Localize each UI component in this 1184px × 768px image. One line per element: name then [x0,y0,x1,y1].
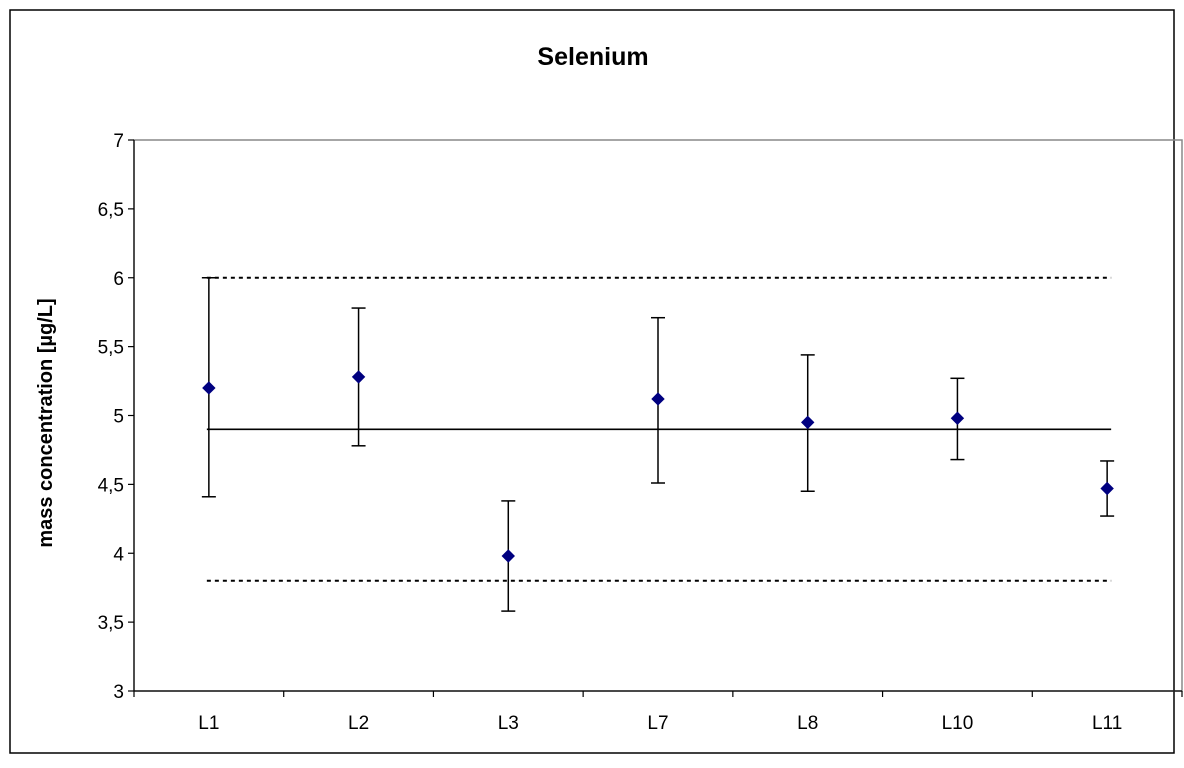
y-tick-label: 7 [113,131,124,152]
y-tick-label: 4 [113,544,124,565]
x-tick-label: L2 [348,713,369,734]
data-point [1100,481,1114,496]
x-tick-label: L3 [498,713,519,734]
x-tick-label: L11 [1092,713,1122,734]
data-point [501,549,515,563]
x-tick-label: L10 [942,713,974,734]
y-tick-label: 6 [113,269,124,290]
y-tick-label: 5 [113,407,124,428]
data-points [202,370,1114,563]
x-axis: L1 L2 L3 L7 L8 L10 L11 [133,690,1183,734]
x-tick-label: L7 [647,713,668,734]
y-axis: 3 3,5 4 4,5 5 5,5 6 6,5 7 [98,131,135,703]
data-point [801,415,815,430]
data-point [950,411,965,425]
chart-title: Selenium [537,43,648,71]
y-tick-label: 3,5 [98,613,124,634]
y-tick-label: 6,5 [98,200,124,221]
data-point [351,370,366,384]
x-tick-label: L8 [797,713,818,734]
y-tick-label: 3 [113,682,124,703]
data-point [651,392,665,406]
y-tick-label: 5,5 [98,338,124,359]
y-axis-label: mass concentration [µg/L] [35,298,57,547]
data-point [202,381,216,395]
chart-border [9,9,1175,754]
reference-lines [206,276,1112,582]
x-tick-label: L1 [198,713,219,734]
y-tick-label: 4,5 [98,475,124,496]
